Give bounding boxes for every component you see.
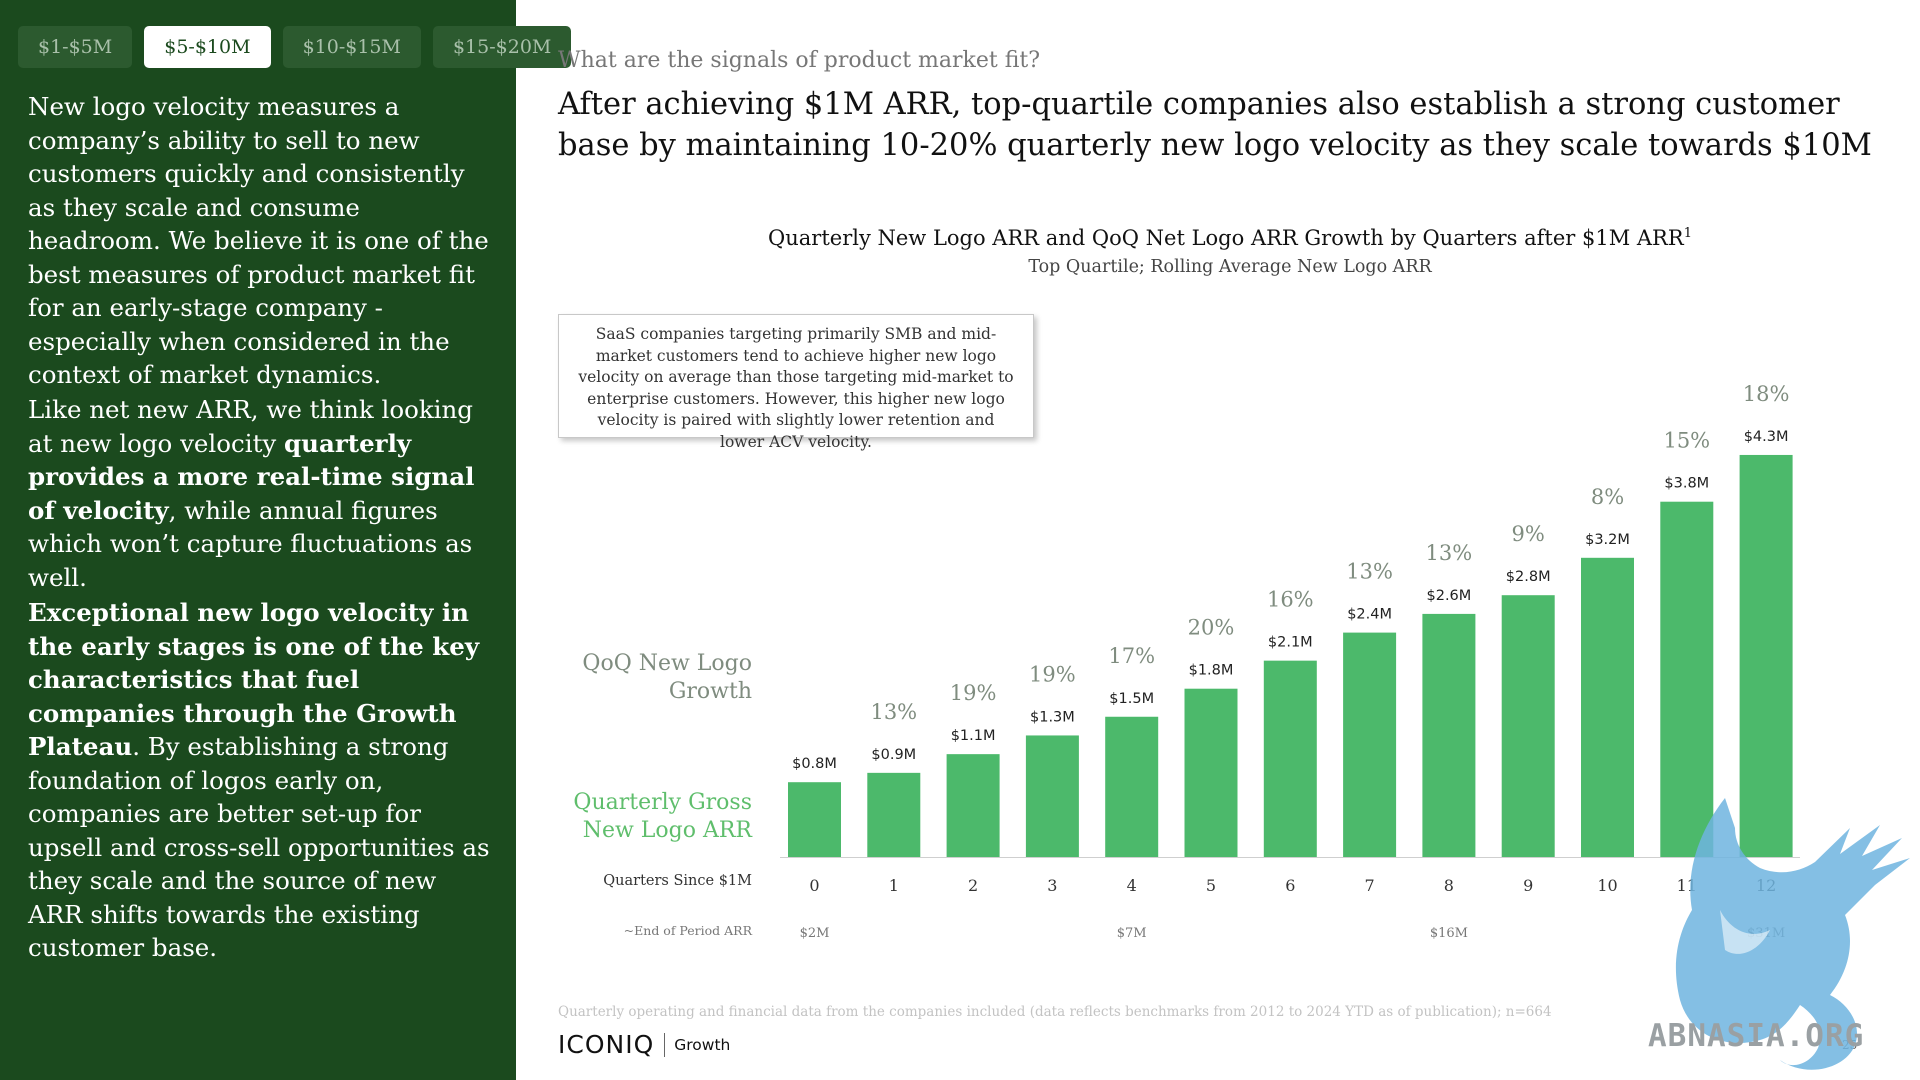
end-of-period-arr-label: $7M	[1117, 926, 1147, 941]
chart-title: Quarterly New Logo ARR and QoQ Net Logo …	[560, 226, 1900, 250]
end-of-period-arr-label: $2M	[800, 926, 830, 941]
sidebar: $1-$5M $5-$10M $10-$15M $15-$20M New log…	[0, 0, 572, 1080]
value-label: $1.8M	[1189, 663, 1234, 679]
qoq-growth-row-label: QoQ New Logo Growth	[582, 651, 752, 704]
value-label: $0.9M	[871, 747, 916, 763]
griffin-icon	[1675, 798, 1910, 1070]
bar-quarter-6	[1263, 660, 1317, 857]
bar-quarter-8	[1422, 613, 1476, 857]
logo-wordmark: ICONIQ	[558, 1030, 655, 1059]
x-tick-label: 2	[968, 876, 978, 895]
value-label: $2.6M	[1427, 588, 1472, 604]
x-tick-label: 1	[889, 876, 899, 895]
footnote-marker: 1	[1683, 226, 1692, 241]
value-label: $3.8M	[1664, 476, 1709, 492]
value-label: $2.8M	[1506, 569, 1551, 585]
end-of-period-arr-label: $16M	[1430, 926, 1468, 941]
bar-quarter-9	[1501, 595, 1555, 857]
bar-quarter-3	[1025, 735, 1079, 857]
tab-10-15m[interactable]: $10-$15M	[282, 26, 421, 68]
growth-label: 13%	[1426, 541, 1473, 565]
watermark-text: ABNASIA.ORG	[1648, 1018, 1865, 1054]
page-headline: After achieving $1M ARR, top-quartile co…	[558, 87, 1872, 163]
value-label: $2.4M	[1347, 607, 1392, 623]
bar-quarter-7	[1343, 632, 1397, 857]
growth-label: 17%	[1108, 644, 1155, 668]
tab-15-20m[interactable]: $15-$20M	[432, 26, 572, 68]
chart-title-text: Quarterly New Logo ARR and QoQ Net Logo …	[768, 226, 1684, 250]
sidebar-emphasis: quarterly provides a more real-time sign…	[28, 428, 475, 525]
x-tick-label: 0	[809, 876, 819, 895]
arr-range-tabs: $1-$5M $5-$10M $10-$15M $15-$20M	[18, 26, 572, 68]
x-tick-label: 5	[1206, 876, 1216, 895]
bar-quarter-10	[1581, 557, 1634, 857]
value-label: $2.1M	[1268, 635, 1313, 651]
iconiq-logo: ICONIQ Growth	[558, 1030, 730, 1059]
bar-quarter-5	[1184, 688, 1238, 857]
x-tick-label: 4	[1127, 876, 1137, 895]
x-tick-label: 7	[1365, 876, 1375, 895]
growth-label: 16%	[1267, 588, 1314, 612]
value-label: $1.3M	[1030, 709, 1075, 725]
sidebar-text: Like net new ARR, we think looking at ne…	[28, 395, 473, 458]
value-label: $4.3M	[1744, 429, 1789, 445]
value-label: $1.5M	[1109, 691, 1154, 707]
chart-subtitle: Top Quartile; Rolling Average New Logo A…	[1028, 257, 1432, 277]
logo-divider	[664, 1032, 666, 1057]
x-tick-label: 8	[1444, 876, 1454, 895]
growth-label: 8%	[1591, 485, 1624, 509]
tab-1-5m[interactable]: $1-$5M	[18, 26, 133, 68]
callout-box: SaaS companies targeting primarily SMB a…	[558, 314, 1034, 451]
end-of-period-label: ~End of Period ARR	[623, 923, 752, 938]
value-label: $0.8M	[792, 756, 837, 772]
sidebar-emphasis: Exceptional new logo velocity in the ear…	[28, 598, 480, 761]
x-tick-label: 3	[1047, 876, 1057, 895]
bar-quarter-12	[1739, 454, 1793, 857]
bar-quarter-11	[1660, 501, 1714, 857]
footnote: Quarterly operating and financial data f…	[558, 1004, 1552, 1020]
sidebar-paragraph-1: New logo velocity measures a company’s a…	[28, 92, 489, 389]
page-question: What are the signals of product market f…	[558, 48, 1041, 73]
x-tick-label: 6	[1285, 876, 1295, 895]
bar-quarter-1	[867, 772, 921, 857]
value-label: $3.2M	[1585, 532, 1630, 548]
growth-label: 9%	[1512, 522, 1545, 546]
growth-label: 19%	[1029, 662, 1076, 686]
growth-label: 18%	[1743, 382, 1790, 406]
tab-5-10m[interactable]: $5-$10M	[144, 26, 271, 68]
x-tick-label: 9	[1523, 876, 1533, 895]
quarters-axis-label: Quarters Since $1M	[603, 873, 752, 889]
x-tick-label: 10	[1597, 876, 1617, 895]
sidebar-text: , while annual figures which won’t captu…	[28, 495, 473, 592]
logo-growth: Growth	[674, 1035, 731, 1054]
bar-quarter-4	[1105, 716, 1159, 857]
bar-quarter-0	[788, 782, 841, 857]
growth-label: 19%	[950, 681, 997, 705]
value-label: $1.1M	[951, 728, 996, 744]
sidebar-paragraph-2: Like net new ARR, we think looking at ne…	[28, 393, 496, 594]
sidebar-text: . By establishing a strong foundation of…	[28, 732, 490, 962]
growth-label: 13%	[870, 700, 917, 724]
growth-label: 20%	[1188, 616, 1235, 640]
growth-label: 15%	[1663, 429, 1710, 453]
sidebar-paragraph-3: Exceptional new logo velocity in the ear…	[28, 596, 496, 965]
gross-arr-row-label: Quarterly Gross New Logo ARR	[573, 790, 752, 843]
bar-quarter-2	[946, 754, 1000, 857]
growth-label: 13%	[1346, 560, 1393, 584]
